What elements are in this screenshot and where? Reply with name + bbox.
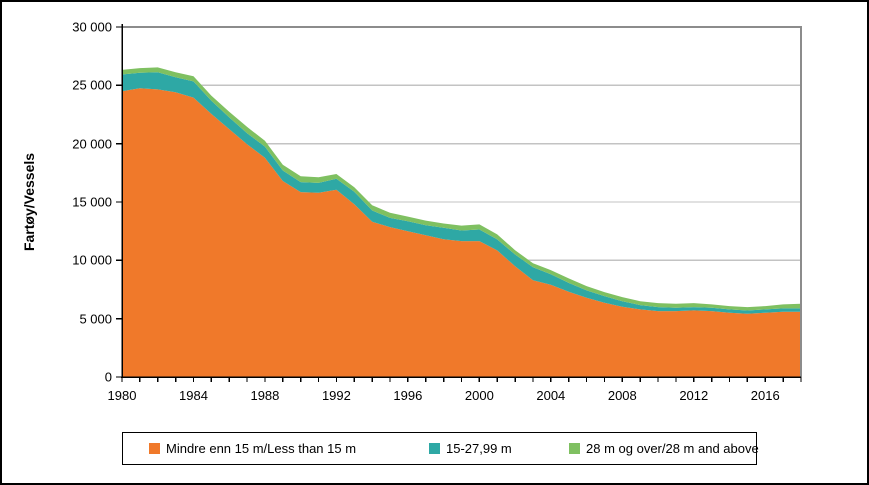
legend-swatch-green-icon bbox=[569, 443, 580, 454]
x-axis-tick-label: 2008 bbox=[607, 388, 637, 403]
x-axis-tick-label: 2004 bbox=[536, 388, 566, 403]
x-axis-tick-label: 2012 bbox=[679, 388, 709, 403]
area-series-0 bbox=[122, 88, 801, 378]
legend-item-less-than-15m: Mindre enn 15 m/Less than 15 m bbox=[149, 433, 356, 464]
legend-swatch-orange-icon bbox=[149, 443, 160, 454]
y-axis-tick-label: 20 000 bbox=[72, 136, 112, 152]
legend-item-28m-and-above: 28 m og over/28 m and above bbox=[569, 433, 759, 464]
x-axis-tick-label: 1996 bbox=[393, 388, 423, 403]
x-axis-tick-label: 1984 bbox=[179, 388, 208, 403]
x-axis-tick-label: 2000 bbox=[464, 388, 494, 403]
y-axis-tick-label: 5 000 bbox=[79, 311, 112, 327]
x-axis-tick-label: 1980 bbox=[107, 388, 137, 403]
x-axis-tick-label: 2016 bbox=[750, 388, 780, 403]
y-axis-tick-label: 15 000 bbox=[72, 194, 112, 210]
legend: Mindre enn 15 m/Less than 15 m 15-27,99 … bbox=[122, 432, 759, 465]
y-axis-tick-label: 30 000 bbox=[72, 19, 112, 35]
area-series-1 bbox=[122, 72, 801, 314]
y-axis-tick-label: 25 000 bbox=[72, 77, 112, 93]
legend-label: Mindre enn 15 m/Less than 15 m bbox=[166, 441, 357, 456]
legend-label: 28 m og over/28 m and above bbox=[586, 441, 759, 456]
y-axis-tick-label: 0 bbox=[104, 369, 112, 385]
y-axis-tick-label: 10 000 bbox=[72, 252, 112, 268]
legend-item-15-to-27m: 15-27,99 m bbox=[429, 433, 512, 464]
x-axis-tick-label: 1988 bbox=[250, 388, 280, 403]
legend-label: 15-27,99 m bbox=[446, 441, 512, 456]
x-axis-tick-label: 1992 bbox=[321, 388, 351, 403]
legend-swatch-teal-icon bbox=[429, 443, 440, 454]
